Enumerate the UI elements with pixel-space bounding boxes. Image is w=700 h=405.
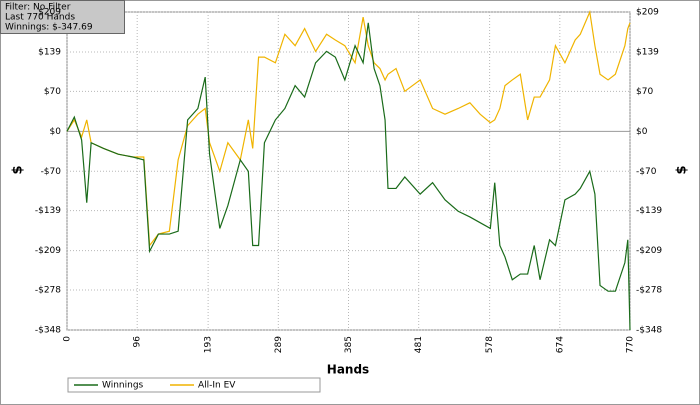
plot [66,9,631,331]
x-tick-label: 674 [555,336,565,353]
y2-tick-label: -$209 [636,246,662,256]
y-tick-label: $70 [44,87,61,97]
y2-tick-label: $0 [636,127,648,137]
x-tick-label: 96 [133,336,143,348]
y2-tick-label: $139 [636,47,659,57]
legend-label: All-In EV [198,381,236,391]
y2-tick-label: -$139 [636,206,662,216]
y2-tick-label: -$70 [636,167,657,177]
x-axis-label: Hands [327,363,369,377]
y-tick-label: $209 [38,8,61,18]
x-tick-label: 193 [204,336,214,353]
x-tick-label: 0 [63,336,73,342]
y-tick-label: -$70 [41,167,62,177]
y-tick-label: -$278 [35,286,61,296]
x-tick-label: 385 [344,336,354,353]
info-winnings: Winnings: $-347.69 [5,23,93,33]
y2-tick-label: -$348 [636,326,662,336]
y-tick-label: -$139 [35,206,61,216]
x-tick-label: 578 [485,336,495,353]
y2-tick-label: -$278 [636,286,662,296]
x-tick-label: 770 [626,336,636,353]
info-hands: Last 770 Hands [5,13,75,23]
y-tick-label: -$348 [35,326,61,336]
y2-tick-label: $70 [636,87,653,97]
info-box [0,0,125,34]
y2-tick-label: $209 [636,8,659,18]
x-tick-label: 481 [414,336,424,353]
series-line [66,22,631,331]
y-tick-label: -$209 [35,246,61,256]
info-filter: Filter: No Filter [5,3,71,13]
y-tick-label: $139 [38,47,61,57]
legend-label: Winnings [102,381,144,391]
series-line [66,9,631,248]
y2-axis-label: $ [675,165,690,174]
x-tick-label: 289 [274,336,284,353]
y-axis-label: $ [11,165,26,174]
y-tick-label: $0 [50,127,62,137]
